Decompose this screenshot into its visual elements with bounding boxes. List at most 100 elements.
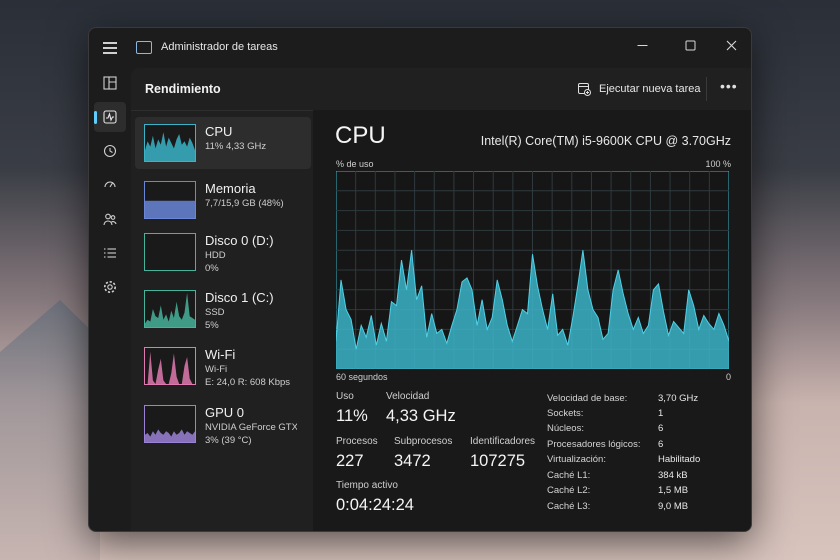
hamburger-menu-icon[interactable] [103,42,117,54]
users-icon [103,213,117,226]
device-cpu[interactable]: CPU 11% 4,33 GHz [135,117,311,169]
device-detail-2: 5% [205,320,219,331]
device-detail-2: 3% (39 °C) [205,435,252,446]
titlebar: Administrador de tareas [89,28,751,68]
handles-value: 107275 [470,452,526,470]
device-detail: SSD [205,307,225,318]
handles-label: Identificadores [470,436,536,447]
nav-users[interactable] [94,204,126,234]
run-new-task-label: Ejecutar nueva tarea [599,83,701,95]
services-icon [104,281,116,293]
task-manager-window: Administrador de tareas [88,27,752,532]
spec-label: Procesadores lógicos: [547,439,641,450]
device-detail: HDD [205,250,226,261]
device-detail: 11% 4,33 GHz [205,141,267,152]
nav-services[interactable] [94,272,126,302]
disk-1-thumbnail-graph [144,290,196,328]
thumbnail-area [145,200,195,218]
device-detail-2: 0% [205,263,219,274]
thumbnail-area [145,351,195,384]
speed-value: 4,33 GHz [386,407,456,425]
page-title: Rendimiento [145,82,221,96]
thumbnail-frame [144,233,196,271]
device-name: Memoria [205,181,256,196]
spec-label: Virtualización: [547,454,606,465]
device-name: GPU 0 [205,405,245,420]
time-axis-end: 0 [725,372,731,382]
performance-icon [103,110,117,124]
device-wifi[interactable]: Wi-Fi Wi-Fi E: 24,0 R: 608 Kbps [135,340,311,392]
cpu-detail-panel: CPU Intel(R) Core(TM) i5-9600K CPU @ 3.7… [313,110,751,531]
threads-value: 3472 [394,452,431,470]
cpu-usage-area [336,250,729,369]
device-disk-1[interactable]: Disco 1 (C:) SSD 5% [135,283,311,335]
wifi-thumbnail-graph [144,347,196,385]
nav-startup-apps[interactable] [94,170,126,200]
toolbar-separator [706,77,707,101]
processes-icon [103,76,117,90]
spec-label: Caché L2: [547,485,591,496]
device-name: Disco 1 (C:) [205,290,274,305]
device-name: CPU [205,124,233,139]
cpu-thumbnail-graph [144,124,196,162]
device-detail: NVIDIA GeForce GTX 1060 6GB [205,422,297,433]
minimize-icon[interactable] [627,34,657,56]
task-manager-app-icon [136,41,152,54]
toolbar: Rendimiento Ejecutar nueva tarea ••• [131,68,751,111]
processes-label: Procesos [336,436,378,447]
device-name: Wi-Fi [205,347,236,362]
device-gpu-0[interactable]: GPU 0 NVIDIA GeForce GTX 1060 6GB 3% (39… [135,398,311,450]
settings-icon [103,530,117,532]
more-options-icon[interactable]: ••• [720,78,738,94]
device-disk-0[interactable]: Disco 0 (D:) HDD 0% [135,226,311,278]
thumbnail-area [145,132,195,161]
device-name: Disco 0 (D:) [205,233,274,248]
nav-settings[interactable] [94,522,126,532]
time-axis-start: 60 segundos [336,372,388,382]
usage-axis-max: 100 % [705,159,731,169]
app-title: Administrador de tareas [161,41,278,53]
spec-label: Velocidad de base: [547,393,628,404]
device-detail: 7,7/15,9 GB (48%) [205,198,284,209]
run-task-icon [578,82,591,96]
thumbnail-area [145,292,195,327]
uptime-value: 0:04:24:24 [336,496,414,514]
disk-0-thumbnail-graph [144,233,196,271]
cpu-usage-line [336,250,729,350]
nav-details[interactable] [94,238,126,268]
content-area: Rendimiento Ejecutar nueva tarea ••• CPU… [131,68,751,531]
startup-apps-icon [104,181,116,188]
spec-value: 6 [658,423,664,434]
navigation-rail [89,68,131,531]
uptime-label: Tiempo activo [336,480,398,491]
usage-value: 11% [336,407,368,425]
device-detail: Wi-Fi [205,364,228,375]
spec-label: Caché L1: [547,470,591,481]
nav-processes[interactable] [94,68,126,98]
spec-label: Núcleos: [547,423,584,434]
spec-value: 1 [658,408,664,419]
speed-label: Velocidad [386,391,430,402]
app-history-icon [103,144,117,158]
maximize-icon[interactable] [675,34,705,56]
close-icon[interactable] [716,34,746,56]
details-icon [104,248,116,258]
device-list: CPU 11% 4,33 GHz Memoria 7,7/15,9 GB (48… [131,110,313,531]
threads-label: Subprocesos [394,436,453,447]
thumbnail-area [145,429,195,442]
spec-value: 1,5 MB [658,485,689,496]
background-landscape [0,300,100,560]
spec-label: Sockets: [547,408,584,419]
usage-label: Uso [336,391,354,402]
processes-value: 227 [336,452,364,470]
cpu-model: Intel(R) Core(TM) i5-9600K CPU @ 3.70GHz [480,134,731,148]
nav-performance[interactable] [94,102,126,132]
gpu-thumbnail-graph [144,405,196,443]
spec-value: 384 kB [658,470,688,481]
nav-app-history[interactable] [94,136,126,166]
cpu-usage-graph [336,171,729,369]
device-memory[interactable]: Memoria 7,7/15,9 GB (48%) [135,174,311,226]
run-new-task-button[interactable]: Ejecutar nueva tarea [578,80,701,98]
spec-value: 9,0 MB [658,501,689,512]
device-detail-2: E: 24,0 R: 608 Kbps [205,377,291,388]
